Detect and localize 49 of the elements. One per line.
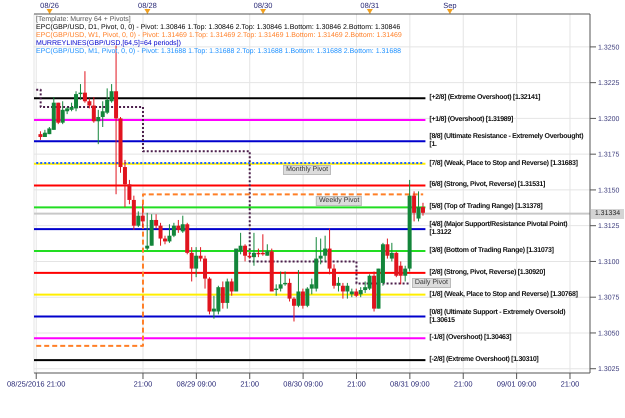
candlestick xyxy=(345,282,350,300)
candlestick xyxy=(154,214,158,230)
candlestick xyxy=(198,246,203,262)
candlestick xyxy=(412,190,416,222)
candlestick xyxy=(328,228,332,275)
candlestick xyxy=(260,234,265,256)
candlestick xyxy=(288,278,292,302)
candlestick xyxy=(296,270,300,308)
candlestick xyxy=(127,179,132,205)
candlestick xyxy=(60,100,65,125)
candlestick xyxy=(305,286,310,308)
candlestick xyxy=(180,215,185,234)
candlestick xyxy=(203,255,208,290)
candlestick xyxy=(278,270,283,292)
candlestick xyxy=(158,222,163,246)
candlestick xyxy=(145,212,150,250)
candlestick xyxy=(140,204,145,228)
candlestick xyxy=(190,246,194,282)
candlestick xyxy=(336,276,340,292)
candlestick xyxy=(92,96,96,124)
candlestick xyxy=(87,98,92,109)
candlestick xyxy=(340,282,345,300)
candlestick xyxy=(176,219,180,234)
candlestick xyxy=(323,235,328,262)
candlestick xyxy=(194,246,198,278)
candlestick xyxy=(243,244,248,262)
candlestick xyxy=(416,190,421,222)
candlestick xyxy=(172,222,176,238)
candlestick xyxy=(300,288,305,310)
candlestick xyxy=(230,278,234,296)
candlestick xyxy=(122,159,127,208)
candlestick xyxy=(225,278,230,310)
candlestick xyxy=(403,265,408,282)
candlestick xyxy=(292,296,296,322)
candlestick xyxy=(82,70,87,104)
candlestick xyxy=(136,210,140,228)
candlestick xyxy=(420,202,425,216)
candlestick xyxy=(220,280,225,310)
candlestick xyxy=(252,232,256,266)
candlestick xyxy=(332,264,336,290)
candlestick xyxy=(283,270,288,286)
candlestick xyxy=(56,102,60,125)
candlestick xyxy=(274,284,278,296)
candlestick xyxy=(167,224,172,244)
candlestick xyxy=(390,242,394,262)
candlestick xyxy=(358,286,363,298)
candlestick xyxy=(318,238,323,265)
candlestick xyxy=(385,238,390,260)
candlestick xyxy=(78,84,82,100)
